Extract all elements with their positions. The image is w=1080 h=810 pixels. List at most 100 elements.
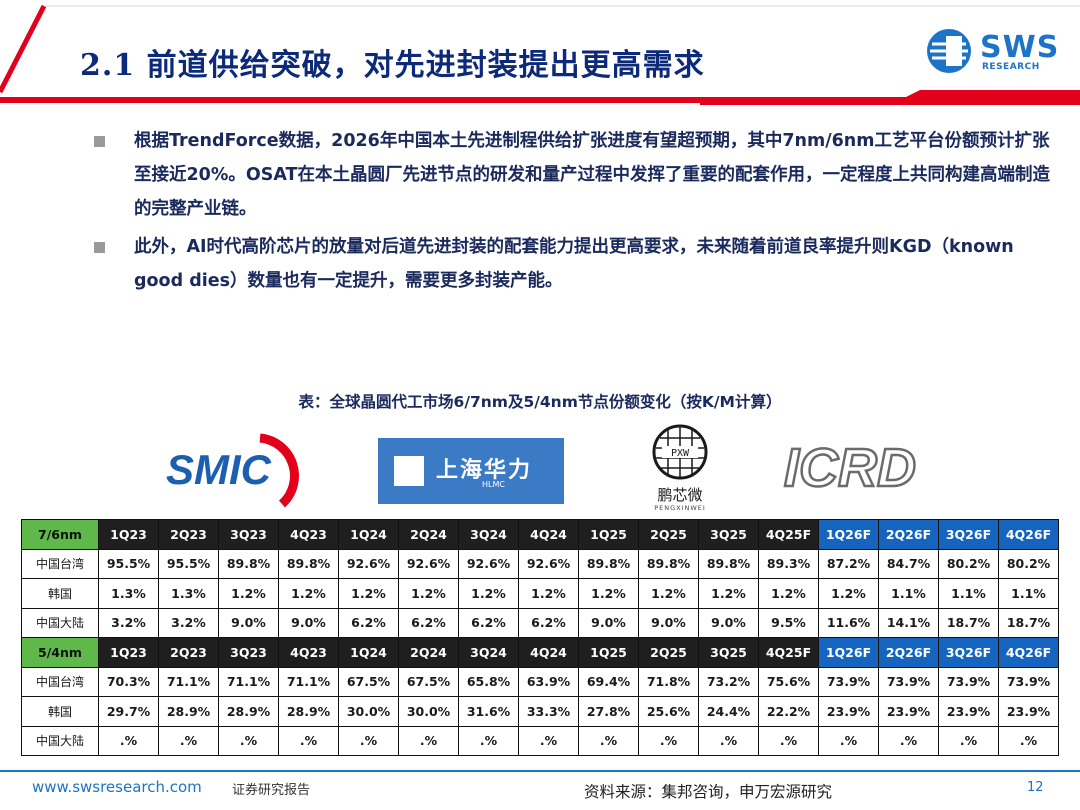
bullet-item: 根据TrendForce数据，2026年中国本土先进制程供给扩张进度有望超预期，…: [92, 124, 1052, 226]
share-value-cell: 30.0%: [398, 696, 459, 727]
period-header-cell: 1Q26F: [818, 519, 879, 550]
period-header-cell: 1Q26F: [818, 637, 879, 668]
share-value-cell: 73.9%: [878, 666, 939, 697]
share-value-cell: 89.8%: [218, 548, 279, 579]
share-value-cell: 3.2%: [158, 607, 219, 638]
share-value-cell: 28.9%: [158, 696, 219, 727]
share-value-cell: .%: [518, 725, 579, 756]
period-header-cell: 4Q23: [278, 637, 339, 668]
node-label-cell: 5/4nm: [21, 637, 99, 668]
hlmc-logo: 上海华力 HLMC: [378, 438, 564, 504]
share-value-cell: 1.2%: [218, 578, 279, 609]
period-header-cell: 3Q24: [458, 637, 519, 668]
share-value-cell: 92.6%: [338, 548, 399, 579]
share-value-cell: 11.6%: [818, 607, 879, 638]
period-header-cell: 4Q25F: [758, 637, 819, 668]
share-value-cell: 9.5%: [758, 607, 819, 638]
share-value-cell: 1.3%: [158, 578, 219, 609]
period-header-cell: 2Q26F: [878, 637, 939, 668]
share-value-cell: 33.3%: [518, 696, 579, 727]
share-value-cell: 3.2%: [98, 607, 159, 638]
period-header-cell: 3Q24: [458, 519, 519, 550]
share-value-cell: 1.3%: [98, 578, 159, 609]
region-label-cell: 中国大陆: [21, 725, 99, 756]
share-value-cell: 9.0%: [638, 607, 699, 638]
smic-logo: SMIC: [162, 432, 322, 512]
share-value-cell: 1.2%: [818, 578, 879, 609]
period-header-cell: 1Q24: [338, 519, 399, 550]
share-value-cell: 1.1%: [878, 578, 939, 609]
share-value-cell: 1.1%: [998, 578, 1059, 609]
share-value-cell: 89.8%: [698, 548, 759, 579]
period-header-cell: 1Q24: [338, 637, 399, 668]
node-share-table: 7/6nm 1Q23 2Q23 3Q23 4Q23 1Q24 2Q24 3Q24 4Q24 1Q2…: [21, 519, 1059, 756]
share-value-cell: 89.8%: [578, 548, 639, 579]
share-value-cell: .%: [818, 725, 879, 756]
period-header-cell: 4Q24: [518, 637, 579, 668]
share-value-cell: 28.9%: [278, 696, 339, 727]
share-value-cell: 73.9%: [998, 666, 1059, 697]
period-header-cell: 2Q24: [398, 637, 459, 668]
share-value-cell: 71.1%: [158, 666, 219, 697]
share-value-cell: .%: [458, 725, 519, 756]
share-value-cell: 9.0%: [218, 607, 279, 638]
share-value-cell: .%: [218, 725, 279, 756]
share-value-cell: 67.5%: [398, 666, 459, 697]
bullet-text: 此外，AI时代高阶芯片的放量对后道先进封装的配套能力提出更高要求，未来随着前道良…: [134, 237, 1014, 291]
share-value-cell: .%: [398, 725, 459, 756]
hlmc-logo-text: 上海华力: [436, 458, 533, 483]
sws-logo-sub: RESEARCH: [982, 62, 1040, 72]
period-header-cell: 4Q26F: [998, 637, 1059, 668]
period-header-cell: 1Q25: [578, 519, 639, 550]
pxw-globe-icon: PXW: [652, 424, 708, 480]
share-value-cell: 24.4%: [698, 696, 759, 727]
share-value-cell: 73.2%: [698, 666, 759, 697]
table-row: 中国大陆.%.%.%.%.%.%.%.%.%.%.%.%.%.%.%.%: [21, 725, 1059, 756]
sws-logo-word: SWS: [980, 30, 1060, 65]
page-number: 12: [1027, 780, 1044, 795]
share-value-cell: 6.2%: [338, 607, 399, 638]
share-value-cell: 63.9%: [518, 666, 579, 697]
share-value-cell: 6.2%: [398, 607, 459, 638]
share-value-cell: 89.8%: [638, 548, 699, 579]
period-header-cell: 3Q23: [218, 519, 279, 550]
region-label-cell: 中国台湾: [21, 666, 99, 697]
share-value-cell: 9.0%: [698, 607, 759, 638]
table-header-row: 7/6nm 1Q23 2Q23 3Q23 4Q23 1Q24 2Q24 3Q24 4Q24 1Q2…: [21, 519, 1059, 550]
share-value-cell: 23.9%: [878, 696, 939, 727]
share-value-cell: 29.7%: [98, 696, 159, 727]
share-value-cell: 1.2%: [458, 578, 519, 609]
table-row: 中国台湾 95.5% 95.5% 89.8% 89.8% 92.6% 92.6% 92.6% 9…: [21, 548, 1059, 579]
share-value-cell: 1.2%: [578, 578, 639, 609]
period-header-cell: 3Q23: [218, 637, 279, 668]
sws-research-logo: SWS RESEARCH: [924, 26, 1064, 82]
period-header-cell: 3Q26F: [938, 519, 999, 550]
share-value-cell: 1.2%: [338, 578, 399, 609]
share-value-cell: 95.5%: [98, 548, 159, 579]
share-value-cell: .%: [338, 725, 399, 756]
footer-website-link[interactable]: www.swsresearch.com: [32, 778, 202, 796]
footer-source: 资料来源：集邦咨询，申万宏源研究: [584, 783, 833, 801]
node-label-cell: 7/6nm: [21, 519, 99, 550]
table-row: 韩国 1.3% 1.3% 1.2% 1.2% 1.2% 1.2% 1.2% 1.2% 1.2% 1.…: [21, 578, 1059, 609]
share-value-cell: 71.1%: [218, 666, 279, 697]
hlmc-emblem-icon: [394, 456, 424, 486]
share-value-cell: 28.9%: [218, 696, 279, 727]
square-bullet-icon: [94, 136, 105, 147]
share-value-cell: .%: [158, 725, 219, 756]
region-label-cell: 中国台湾: [21, 548, 99, 579]
table-header-row: 5/4nm 1Q23 2Q23 3Q23 4Q23 1Q24 2Q24 3Q24 4Q24 1Q2…: [21, 637, 1059, 668]
pxw-logo: PXW 鹏芯微 PENGXINWEI: [640, 424, 720, 516]
share-value-cell: 1.2%: [698, 578, 759, 609]
bullet-item: 此外，AI时代高阶芯片的放量对后道先进封装的配套能力提出更高要求，未来随着前道良…: [92, 230, 1052, 298]
share-value-cell: 1.2%: [638, 578, 699, 609]
period-header-cell: 2Q23: [158, 637, 219, 668]
share-value-cell: 1.2%: [398, 578, 459, 609]
share-value-cell: .%: [698, 725, 759, 756]
share-value-cell: 71.8%: [638, 666, 699, 697]
hlmc-logo-sub: HLMC: [482, 480, 505, 489]
period-header-cell: 4Q26F: [998, 519, 1059, 550]
share-value-cell: .%: [758, 725, 819, 756]
share-value-cell: 71.1%: [278, 666, 339, 697]
share-value-cell: 6.2%: [458, 607, 519, 638]
